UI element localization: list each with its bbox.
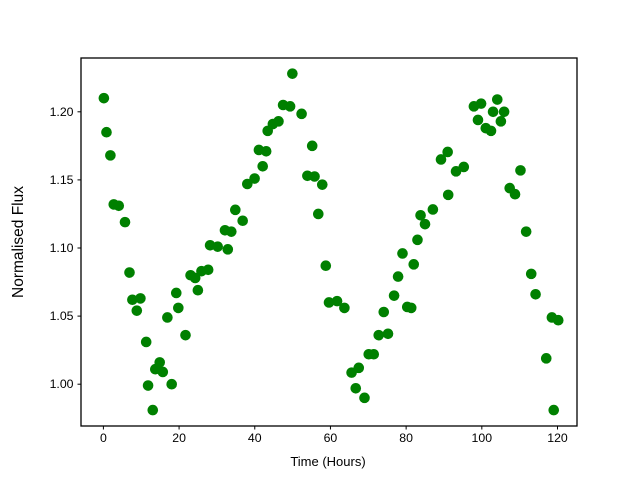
svg-text:0: 0 [100,431,107,445]
svg-text:Normalised Flux: Normalised Flux [10,186,27,298]
svg-text:100: 100 [472,431,493,445]
svg-text:20: 20 [172,431,186,445]
svg-text:1.20: 1.20 [50,105,74,119]
svg-text:120: 120 [547,431,568,445]
svg-text:60: 60 [324,431,338,445]
svg-text:40: 40 [248,431,262,445]
svg-text:1.05: 1.05 [50,309,74,323]
svg-text:1.15: 1.15 [50,173,74,187]
svg-text:1.00: 1.00 [50,377,74,391]
svg-text:1.10: 1.10 [50,241,74,255]
svg-text:80: 80 [399,431,413,445]
svg-text:Time (Hours): Time (Hours) [290,454,365,469]
